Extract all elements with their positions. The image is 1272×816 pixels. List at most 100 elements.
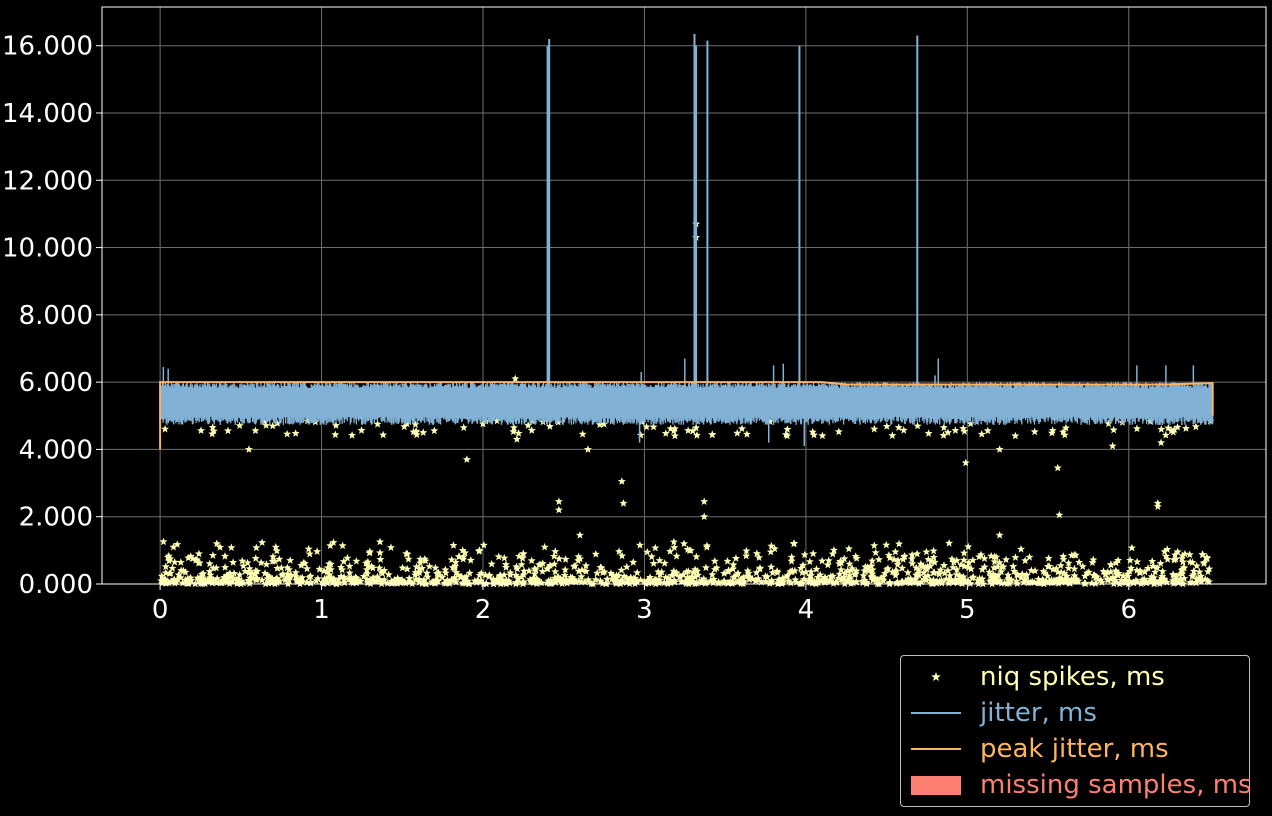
spike-point	[666, 424, 675, 433]
spike-point	[977, 430, 986, 438]
spike-point	[380, 566, 389, 574]
spike-point	[642, 422, 651, 431]
spike-point	[1022, 570, 1031, 579]
spike-point	[1175, 570, 1184, 578]
spike-point	[844, 544, 853, 553]
spike-point	[1197, 577, 1206, 585]
spike-point	[688, 426, 697, 435]
spike-point	[1161, 431, 1170, 439]
spike-point	[826, 576, 835, 585]
spike-point	[740, 577, 749, 585]
spike-point	[614, 571, 623, 580]
spike-point	[765, 579, 774, 587]
spike-point	[917, 562, 926, 570]
y-tick-label: 2.000	[19, 503, 93, 533]
spike-point	[1167, 426, 1176, 435]
spike-point	[1151, 567, 1160, 576]
spike-point	[863, 563, 872, 571]
spike-point	[987, 551, 996, 560]
spike-point	[700, 497, 709, 505]
spike-point	[199, 569, 208, 578]
spike-point	[1038, 575, 1047, 584]
spike-point	[1091, 572, 1100, 580]
spike-point	[1059, 555, 1068, 563]
spike-point	[343, 553, 352, 562]
spike-point	[907, 554, 916, 563]
spike-point	[924, 429, 933, 437]
spike-point	[877, 573, 886, 582]
spike-point	[170, 558, 179, 566]
spike-point	[657, 567, 666, 576]
spike-point	[430, 426, 439, 435]
spike-point	[1182, 424, 1190, 432]
spike-point	[1162, 552, 1170, 560]
spike-point	[840, 554, 849, 563]
spike-point	[402, 549, 411, 558]
spike-point	[1084, 568, 1093, 576]
y-tick-label: 8.000	[19, 301, 93, 331]
spike-point	[683, 573, 692, 581]
spike-point	[983, 426, 992, 435]
spike-point	[500, 553, 509, 562]
spike-point	[558, 577, 566, 585]
spike-point	[774, 578, 783, 587]
spike-point	[1109, 425, 1118, 434]
line-swatch-icon	[911, 712, 961, 714]
data-layer	[157, 33, 1215, 588]
spike-point	[847, 566, 856, 574]
spike-point	[362, 565, 371, 574]
spike-point	[500, 570, 509, 579]
spike-point	[258, 538, 267, 546]
spike-point	[939, 423, 948, 431]
spike-point	[1053, 463, 1062, 472]
spike-point	[873, 575, 882, 584]
spike-point	[461, 548, 469, 557]
spike-point	[871, 548, 880, 557]
spike-point	[527, 556, 536, 565]
spike-point	[734, 569, 742, 577]
spike-point	[924, 571, 932, 580]
spike-point	[325, 572, 334, 581]
spike-point	[997, 567, 1006, 576]
spike-point	[900, 552, 909, 561]
spike-point	[560, 571, 569, 579]
spike-point	[1034, 575, 1043, 583]
spike-point	[784, 576, 793, 585]
spike-point	[683, 545, 692, 553]
spike-point	[788, 566, 797, 575]
spike-point	[379, 430, 388, 439]
spike-point	[949, 578, 958, 586]
spike-point	[283, 572, 292, 581]
spike-point	[1048, 426, 1057, 434]
spike-point	[975, 574, 984, 582]
legend-label-spikes: niq spikes, ms	[980, 662, 1165, 692]
spike-point	[1049, 578, 1057, 586]
spike-point	[387, 579, 396, 587]
grid-layer	[102, 7, 1266, 585]
spike-point	[352, 578, 361, 587]
spike-point	[670, 543, 679, 551]
legend-item-spikes: niq spikes, ms	[901, 659, 1249, 695]
spike-point	[930, 568, 939, 576]
spike-point	[268, 557, 277, 565]
spike-point	[806, 578, 815, 586]
spike-point	[1148, 557, 1157, 565]
spike-point	[613, 576, 622, 585]
spike-point	[719, 579, 728, 587]
spike-point	[874, 555, 883, 563]
spike-point	[1099, 567, 1108, 575]
spike-point	[1176, 574, 1185, 583]
spike-point	[669, 537, 678, 546]
spike-point	[582, 567, 590, 575]
spike-point	[577, 572, 586, 581]
spike-point	[1157, 425, 1166, 433]
spike-point	[411, 575, 420, 584]
y-tick-label: 4.000	[19, 435, 93, 465]
spike-point	[995, 445, 1004, 453]
spike-point	[836, 557, 845, 566]
spike-point	[440, 579, 449, 587]
spike-point	[411, 568, 420, 576]
spike-point	[221, 563, 230, 571]
spike-point	[1064, 559, 1073, 567]
spike-point	[465, 569, 474, 577]
